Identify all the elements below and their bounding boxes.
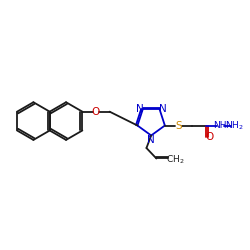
Text: N: N — [159, 104, 167, 114]
Text: NH: NH — [213, 121, 226, 130]
Text: N: N — [136, 104, 143, 114]
Text: O: O — [92, 107, 100, 117]
Text: NH$_2$: NH$_2$ — [225, 119, 244, 132]
Text: CH$_2$: CH$_2$ — [166, 153, 184, 166]
Text: O: O — [206, 132, 214, 142]
Text: N: N — [147, 135, 154, 145]
Text: S: S — [175, 120, 182, 130]
